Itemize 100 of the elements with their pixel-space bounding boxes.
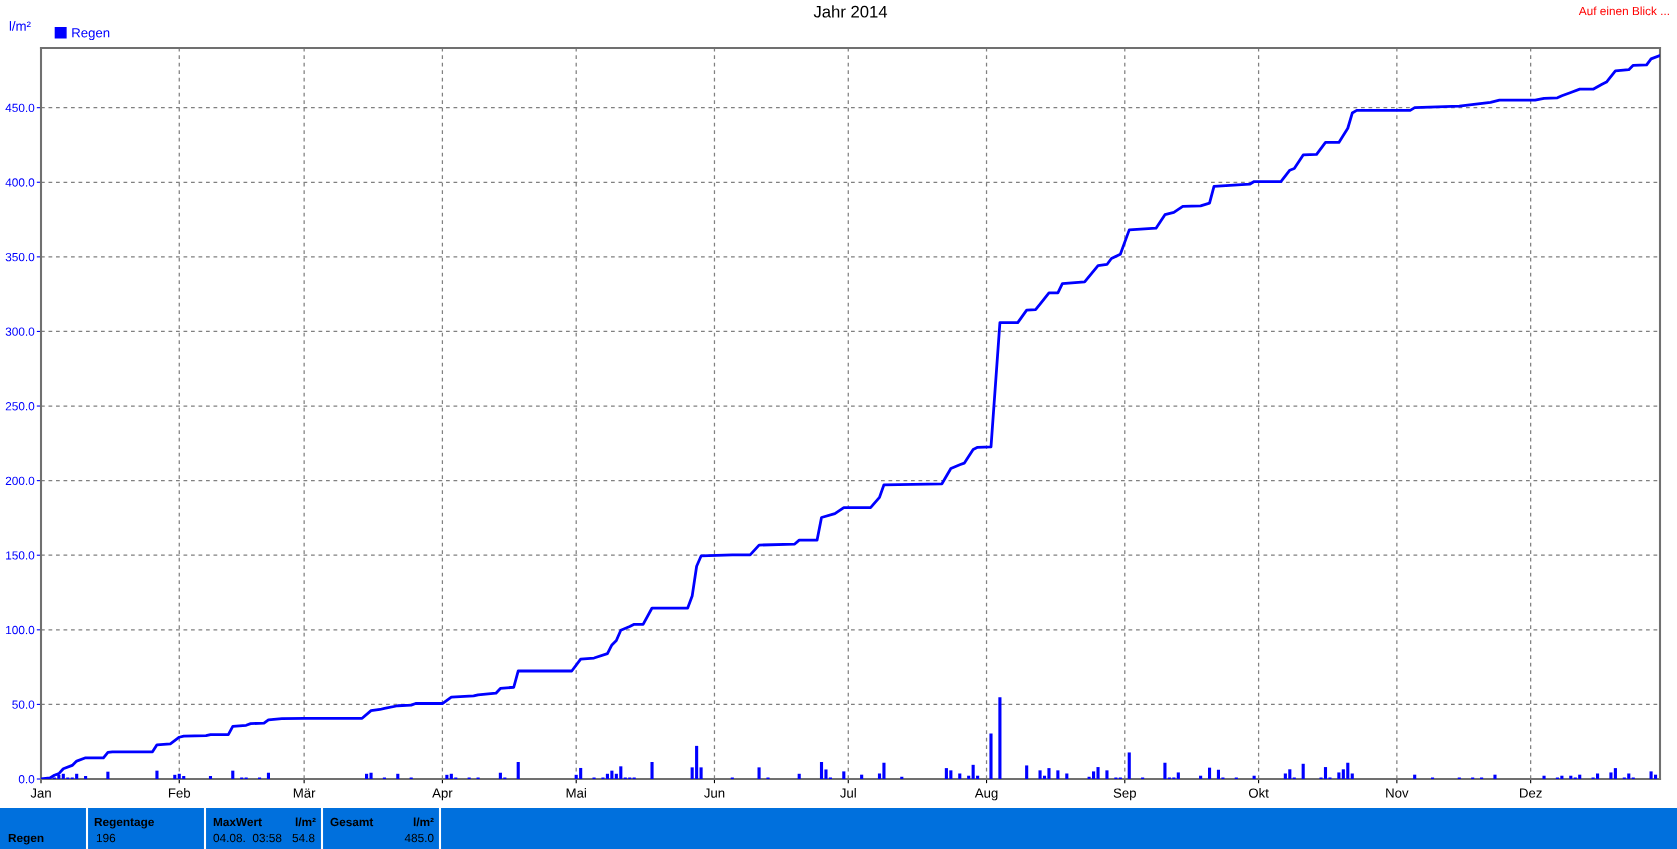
y-tick-label: 400.0: [5, 178, 35, 187]
bar: [819, 761, 824, 779]
bar: [971, 764, 975, 779]
bar: [1288, 769, 1292, 779]
bar: [944, 768, 948, 779]
y-tick-label: 350.0: [5, 252, 35, 262]
x-tick-label: Aug: [974, 788, 998, 801]
bar: [1613, 768, 1617, 779]
x-tick-label: Dez: [1520, 788, 1542, 798]
text: l/m²: [413, 817, 434, 827]
bar: [1627, 773, 1631, 779]
text: MaxWert: [213, 817, 262, 827]
x-tick-label: Mär: [293, 788, 316, 798]
x-tick-label: Okt: [1248, 788, 1269, 798]
bar: [605, 773, 609, 779]
text: l/m²: [295, 817, 316, 827]
bar: [1301, 763, 1305, 779]
bar: [155, 770, 159, 779]
bar: [61, 773, 65, 779]
bar: [797, 773, 801, 779]
y-tick-label: 50.0: [12, 700, 35, 709]
y-tick-label: 250.0: [5, 402, 35, 411]
bar: [1350, 773, 1354, 779]
bar: [650, 761, 654, 779]
x-tick-label: Sep: [1113, 788, 1136, 801]
bar: [610, 770, 614, 779]
text: Regen: [8, 833, 44, 845]
bar: [1337, 772, 1341, 779]
bar: [396, 773, 400, 779]
bar: [1025, 765, 1029, 779]
chart-title: Jahr 2014: [813, 5, 888, 18]
bar: [1596, 773, 1600, 779]
bar: [1056, 770, 1060, 779]
bar: [516, 761, 520, 779]
bar: [1207, 767, 1212, 779]
x-tick-label: Apr: [432, 788, 453, 801]
bar: [882, 762, 886, 779]
bar: [1542, 775, 1546, 779]
bar: [182, 776, 186, 779]
text: 04.08. 03:58: [213, 833, 282, 843]
bar: [1323, 767, 1328, 779]
bar: [449, 773, 453, 779]
bar: [958, 773, 962, 779]
bar: [365, 773, 369, 779]
bar: [998, 697, 1002, 779]
bar: [699, 767, 703, 779]
bar: [1092, 771, 1096, 779]
bar: [498, 772, 502, 779]
bar: [1105, 770, 1109, 779]
bar: [1199, 775, 1203, 779]
bar: [84, 776, 88, 779]
bar: [75, 773, 79, 779]
text: 196: [96, 833, 116, 843]
bar: [1569, 775, 1573, 779]
bar: [695, 745, 699, 779]
y-axis-title: l/m²: [9, 21, 31, 31]
legend-label: Regen: [72, 28, 110, 41]
bar: [231, 770, 235, 779]
bar: [967, 775, 971, 779]
bar: [369, 772, 373, 779]
bar: [1065, 773, 1069, 779]
bar: [1216, 769, 1221, 779]
bar: [842, 771, 846, 779]
bar: [1096, 767, 1100, 779]
bar: [177, 773, 181, 779]
text: Auf einen Blick ...: [1578, 6, 1669, 16]
bar: [445, 774, 449, 779]
bar: [757, 767, 761, 779]
y-tick-label: 0.0: [18, 775, 35, 784]
bar: [1609, 772, 1613, 779]
bar: [1493, 774, 1497, 779]
y-tick-label: 450.0: [5, 103, 35, 113]
y-tick-label: 300.0: [5, 327, 35, 336]
text: 485.0: [404, 833, 434, 843]
x-tick-label: Nov: [1386, 788, 1409, 798]
bar: [989, 733, 993, 779]
bar: [173, 774, 177, 779]
bar: [1127, 752, 1131, 779]
y-tick-label: 100.0: [6, 625, 35, 635]
bar: [949, 770, 953, 779]
bar: [1649, 771, 1653, 779]
bar: [208, 776, 213, 779]
bar: [1283, 773, 1287, 779]
x-tick-label: Jan: [30, 788, 51, 798]
bar: [619, 766, 623, 779]
y-tick-label: 200.0: [5, 476, 35, 486]
y-tick-label: 150.0: [6, 551, 35, 560]
text: Regentage: [94, 817, 154, 829]
bar: [1176, 772, 1180, 779]
bar: [579, 767, 583, 779]
bar: [1252, 775, 1256, 779]
bar: [1560, 775, 1564, 779]
x-tick-label: Jun: [704, 788, 725, 798]
bar: [1038, 770, 1042, 779]
text: 54.8: [292, 833, 315, 843]
x-tick-label: Mai: [566, 788, 586, 798]
bar: [1346, 762, 1350, 779]
bar: [266, 772, 271, 779]
bar: [106, 771, 110, 779]
x-tick-label: Feb: [168, 788, 191, 798]
